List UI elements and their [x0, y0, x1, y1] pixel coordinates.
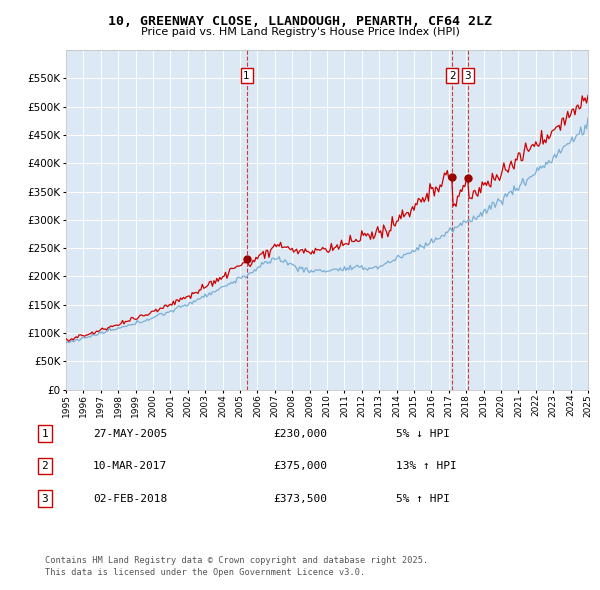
Text: 5% ↓ HPI: 5% ↓ HPI: [396, 429, 450, 438]
Text: 2: 2: [449, 71, 455, 81]
Text: £375,000: £375,000: [273, 461, 327, 471]
Text: £373,500: £373,500: [273, 494, 327, 503]
Text: 3: 3: [41, 494, 49, 503]
Text: 3: 3: [464, 71, 471, 81]
Text: 1: 1: [243, 71, 250, 81]
Text: 5% ↑ HPI: 5% ↑ HPI: [396, 494, 450, 503]
Text: 2: 2: [41, 461, 49, 471]
Text: 10-MAR-2017: 10-MAR-2017: [93, 461, 167, 471]
Text: This data is licensed under the Open Government Licence v3.0.: This data is licensed under the Open Gov…: [45, 568, 365, 577]
Text: 27-MAY-2005: 27-MAY-2005: [93, 429, 167, 438]
Text: 02-FEB-2018: 02-FEB-2018: [93, 494, 167, 503]
Text: £230,000: £230,000: [273, 429, 327, 438]
Text: 13% ↑ HPI: 13% ↑ HPI: [396, 461, 457, 471]
Text: 1: 1: [41, 429, 49, 438]
Text: Contains HM Land Registry data © Crown copyright and database right 2025.: Contains HM Land Registry data © Crown c…: [45, 556, 428, 565]
Text: 10, GREENWAY CLOSE, LLANDOUGH, PENARTH, CF64 2LZ: 10, GREENWAY CLOSE, LLANDOUGH, PENARTH, …: [108, 15, 492, 28]
Text: Price paid vs. HM Land Registry's House Price Index (HPI): Price paid vs. HM Land Registry's House …: [140, 27, 460, 37]
